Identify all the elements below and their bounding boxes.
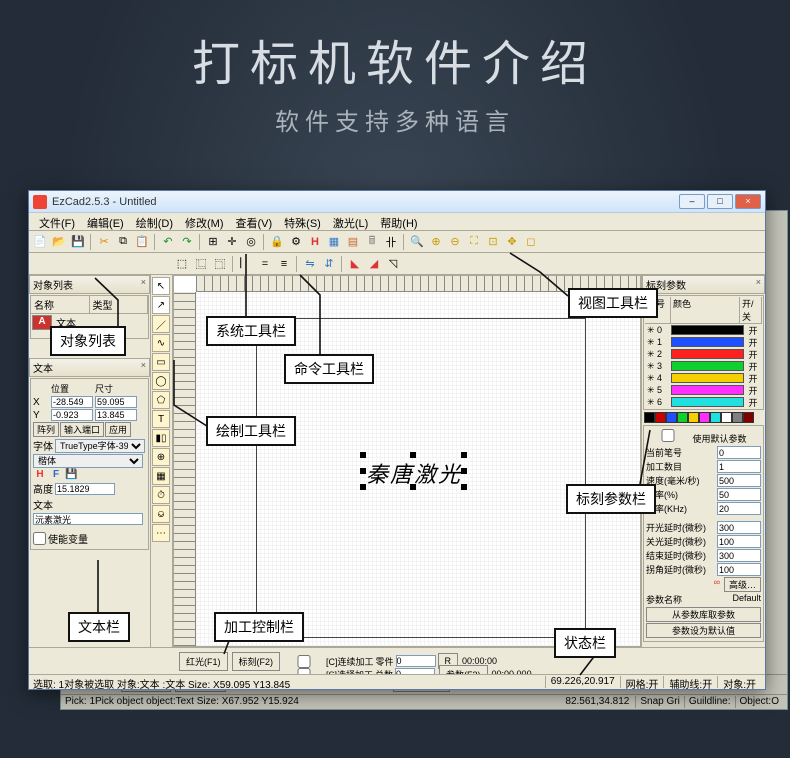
- callout-procbar: 加工控制栏: [214, 612, 304, 642]
- callout-statusbar: 状态栏: [554, 628, 616, 658]
- callout-drawtool: 绘制工具栏: [206, 416, 296, 446]
- callout-markparam: 标刻参数栏: [566, 484, 656, 514]
- callout-objlist: 对象列表: [50, 326, 126, 356]
- callout-textcol: 文本栏: [68, 612, 130, 642]
- callout-systool: 系统工具栏: [206, 316, 296, 346]
- callout-viewtool: 视图工具栏: [568, 288, 658, 318]
- callout-lines: [0, 0, 790, 758]
- callout-cmdtool: 命令工具栏: [284, 354, 374, 384]
